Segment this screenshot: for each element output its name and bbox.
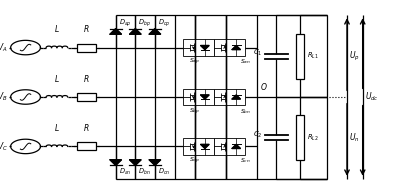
Bar xyxy=(77,142,96,150)
Bar xyxy=(296,34,304,79)
Text: $V_C$: $V_C$ xyxy=(0,140,8,153)
Text: $S_{bp}$: $S_{bp}$ xyxy=(189,107,200,117)
Polygon shape xyxy=(130,160,141,165)
Text: $U_n$: $U_n$ xyxy=(349,132,360,144)
Polygon shape xyxy=(149,160,161,165)
Text: $S_{ap}$: $S_{ap}$ xyxy=(189,57,200,67)
Text: $S_{cn}$: $S_{cn}$ xyxy=(240,156,251,165)
Bar xyxy=(214,138,245,155)
Text: O: O xyxy=(261,83,267,92)
Bar xyxy=(77,93,96,101)
Text: $D_{ap}$: $D_{ap}$ xyxy=(119,17,132,29)
Text: $S_{cp}$: $S_{cp}$ xyxy=(189,156,200,166)
Text: $R_{L1}$: $R_{L1}$ xyxy=(307,51,319,61)
Text: $D_{cn}$: $D_{cn}$ xyxy=(158,167,170,177)
Polygon shape xyxy=(149,29,161,34)
Polygon shape xyxy=(110,160,122,165)
Text: $V_A$: $V_A$ xyxy=(0,41,8,54)
Bar xyxy=(214,39,245,56)
Text: $U_p$: $U_p$ xyxy=(349,50,360,63)
Text: $D_{bn}$: $D_{bn}$ xyxy=(138,167,151,177)
Bar xyxy=(182,39,214,56)
Polygon shape xyxy=(200,95,209,99)
Text: $D_{cp}$: $D_{cp}$ xyxy=(158,17,170,29)
Polygon shape xyxy=(110,29,122,34)
Text: $L$: $L$ xyxy=(54,122,60,133)
Text: $R$: $R$ xyxy=(83,122,90,133)
Bar xyxy=(182,89,214,105)
Polygon shape xyxy=(200,144,209,149)
Text: $L$: $L$ xyxy=(54,73,60,84)
Polygon shape xyxy=(200,45,209,50)
Polygon shape xyxy=(232,45,240,50)
Bar xyxy=(77,44,96,52)
Text: $C_1$: $C_1$ xyxy=(253,48,263,58)
Bar xyxy=(296,115,304,160)
Bar xyxy=(214,89,245,105)
Text: $S_{an}$: $S_{an}$ xyxy=(240,57,251,66)
Text: $R_{L2}$: $R_{L2}$ xyxy=(307,133,319,143)
Text: $D_{an}$: $D_{an}$ xyxy=(119,167,132,177)
Text: $D_{bp}$: $D_{bp}$ xyxy=(138,17,151,29)
Polygon shape xyxy=(130,29,141,34)
Text: $V_B$: $V_B$ xyxy=(0,91,8,103)
Text: $S_{bn}$: $S_{bn}$ xyxy=(240,107,251,115)
Text: $C_2$: $C_2$ xyxy=(253,130,263,140)
Text: $L$: $L$ xyxy=(54,23,60,34)
Text: $U_{dc}$: $U_{dc}$ xyxy=(365,91,378,103)
Bar xyxy=(182,138,214,155)
Text: $R$: $R$ xyxy=(83,73,90,84)
Polygon shape xyxy=(232,144,240,149)
Text: $R$: $R$ xyxy=(83,23,90,34)
Polygon shape xyxy=(232,95,240,99)
